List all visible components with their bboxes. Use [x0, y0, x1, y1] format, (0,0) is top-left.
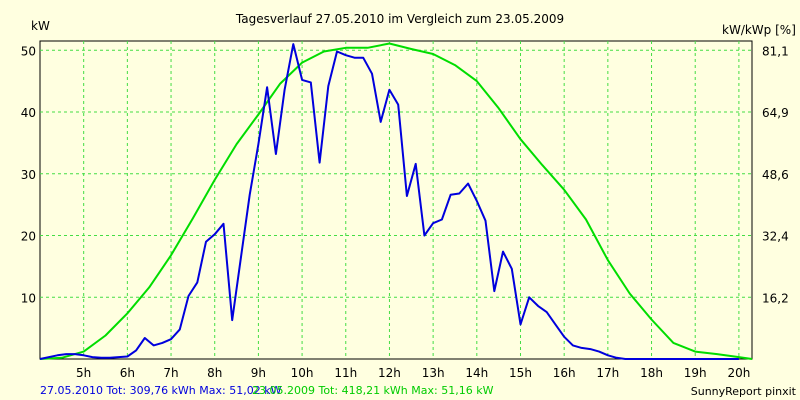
x-tick-label: 15h [509, 366, 532, 380]
x-tick-label: 19h [684, 366, 707, 380]
credit-label: SunnyReport pinxit [691, 385, 797, 398]
y-tick-label-left: 40 [21, 106, 36, 120]
y-tick-label-right: 64,9 [762, 106, 789, 120]
x-tick-label: 10h [291, 366, 314, 380]
x-tick-label: 11h [334, 366, 357, 380]
tick-layer: 5h 6h 7h 8h 9h 10h 11h 12h 13h 14h 15h 16h 17h 18h 19h… [21, 44, 789, 380]
x-tick-label: 13h [422, 366, 445, 380]
series-layer [39, 42, 753, 360]
x-tick-label: 17h [596, 366, 619, 380]
legend-green: 23.05.2009 Tot: 418,21 kWh Max: 51,16 kW [252, 384, 494, 397]
legend-blue: 27.05.2010 Tot: 309,76 kWh Max: 51,02 kW [40, 384, 282, 397]
y-tick-label-left: 20 [21, 230, 36, 244]
y-tick-label-right: 32,4 [762, 230, 789, 244]
chart-title: Tagesverlauf 27.05.2010 im Vergleich zum… [235, 12, 564, 26]
x-tick-label: 7h [163, 366, 178, 380]
x-tick-label: 6h [120, 366, 135, 380]
y-tick-label-right: 48,6 [762, 168, 789, 182]
y-axis-label-left: kW [31, 19, 50, 33]
x-tick-label: 8h [207, 366, 222, 380]
plot-area [39, 40, 753, 360]
y-tick-label-left: 50 [21, 44, 36, 58]
series-line-2010 [39, 43, 739, 360]
y-tick-label-left: 10 [21, 291, 36, 305]
y-tick-label-right: 16,2 [762, 291, 789, 305]
grid-layer [40, 41, 752, 359]
series-line-2009 [39, 42, 753, 360]
x-tick-label: 20h [727, 366, 750, 380]
y-tick-label-left: 30 [21, 168, 36, 182]
x-tick-label: 5h [76, 366, 91, 380]
x-tick-label: 9h [251, 366, 266, 380]
x-tick-label: 14h [465, 366, 488, 380]
x-tick-label: 12h [378, 366, 401, 380]
x-tick-label: 18h [640, 366, 663, 380]
y-axis-label-right: kW/kWp [%] [722, 23, 796, 37]
y-tick-label-right: 81,1 [762, 44, 789, 58]
x-tick-label: 16h [553, 366, 576, 380]
